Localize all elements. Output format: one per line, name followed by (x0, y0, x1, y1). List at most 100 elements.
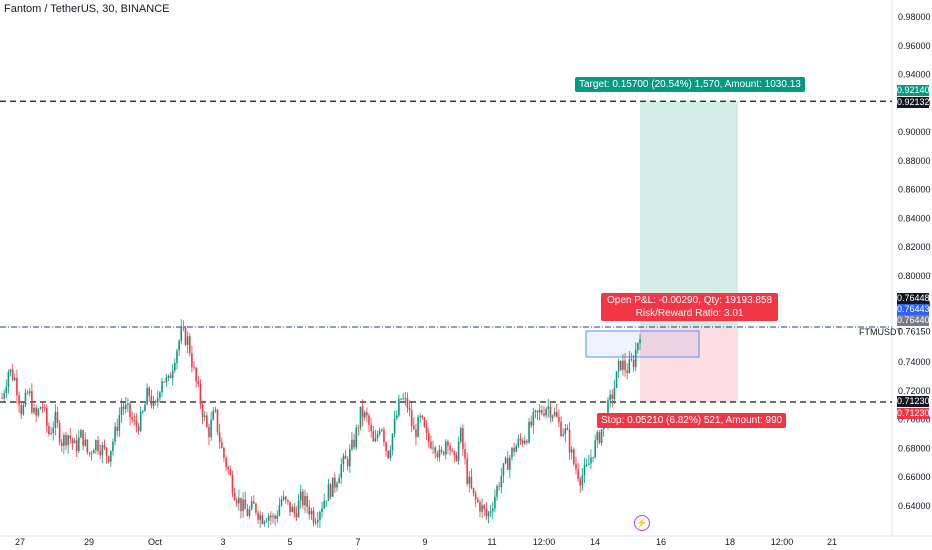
candle-body (120, 406, 123, 416)
candle-body (212, 410, 215, 420)
candle-body (231, 474, 234, 494)
candle-body (521, 440, 524, 444)
y-tick-label: 0.82000 (898, 242, 931, 252)
candle-body (400, 398, 402, 400)
candle-body (541, 410, 543, 414)
candle-body (562, 434, 564, 436)
candle-body (152, 401, 155, 406)
price-tag: 0.92132 (897, 97, 930, 108)
candle-body (327, 484, 330, 501)
candle-body (359, 406, 362, 428)
candle-body (598, 432, 601, 443)
candle-body (63, 434, 65, 446)
candle-body (306, 496, 308, 507)
y-tick-label: 0.80000 (898, 271, 931, 281)
lightning-icon[interactable]: ⚡ (634, 515, 650, 531)
candle-body (349, 449, 351, 467)
candle-body (427, 433, 430, 442)
candle-body (613, 387, 616, 399)
candle-body (163, 381, 165, 383)
candle-body (477, 499, 479, 502)
y-tick-label: 0.68000 (898, 443, 931, 453)
candle-body (523, 440, 526, 444)
candle-body (316, 520, 319, 523)
candle-body (127, 403, 129, 405)
candle-body (169, 375, 172, 379)
candle-body (334, 477, 336, 488)
candle-body (436, 453, 439, 458)
candle-body (110, 450, 112, 462)
candle-body (451, 450, 454, 452)
candle-body (35, 407, 37, 416)
candle-body (389, 450, 392, 458)
candle-body (148, 387, 151, 397)
candle-body (331, 477, 334, 497)
candle-body (135, 421, 138, 427)
candle-body (534, 410, 537, 413)
candle-body (233, 493, 236, 501)
candle-body (116, 426, 119, 431)
y-tick-label: 0.86000 (898, 185, 931, 195)
candle-body (391, 433, 394, 451)
candle-body (395, 415, 398, 419)
candle-body (353, 439, 355, 448)
candle-body (378, 430, 381, 435)
x-tick-label: 29 (84, 537, 94, 547)
candle-body (41, 407, 44, 408)
candle-body (159, 392, 161, 399)
candle-body (255, 503, 257, 513)
candle-body (637, 343, 639, 351)
candle-body (355, 427, 358, 448)
candle-body (270, 515, 272, 518)
candle-body (393, 418, 396, 434)
candle-body (308, 506, 311, 515)
candle-body (509, 457, 511, 470)
candle-body (585, 464, 588, 466)
candle-body (188, 336, 191, 354)
candle-body (368, 415, 370, 426)
candle-body (223, 448, 225, 458)
candle-body (455, 455, 458, 461)
candle-body (528, 421, 530, 443)
candle-body (408, 407, 411, 411)
candle-body (611, 394, 614, 399)
candle-body (229, 469, 232, 475)
candle-body (530, 421, 532, 426)
x-tick-label: 5 (287, 537, 292, 547)
candle-body (340, 464, 343, 478)
highlight-box (585, 330, 700, 358)
candle-body (440, 449, 443, 452)
risk-reward-line: Risk/Reward Ratio: 3.01 (635, 308, 744, 319)
candle-body (372, 431, 375, 442)
candle-body (342, 455, 345, 465)
candle-body (551, 415, 554, 418)
candle-body (156, 398, 159, 403)
y-tick-label: 0.98000 (898, 12, 931, 22)
candle-body (58, 422, 61, 443)
candle-body (472, 487, 475, 494)
candle-body (462, 428, 464, 450)
candle-body (526, 440, 528, 443)
candle-body (103, 444, 106, 448)
candle-body (261, 515, 264, 524)
candle-body (500, 475, 503, 488)
candle-body (227, 467, 229, 470)
candle-body (566, 428, 569, 430)
candle-body (555, 412, 558, 417)
candle-body (274, 515, 276, 519)
candle-body (351, 439, 353, 450)
y-tick-label: 0.66000 (898, 472, 931, 482)
candle-body (16, 377, 18, 396)
candle-body (99, 451, 101, 456)
candle-body (3, 393, 5, 399)
candle-body (114, 426, 116, 442)
candle-body (594, 440, 596, 458)
candle-body (197, 381, 200, 385)
candle-body (97, 440, 99, 452)
candle-body (381, 429, 383, 431)
candle-body (494, 496, 496, 509)
candle-body (86, 439, 89, 453)
candle-body (118, 415, 121, 431)
candle-body (587, 463, 590, 465)
